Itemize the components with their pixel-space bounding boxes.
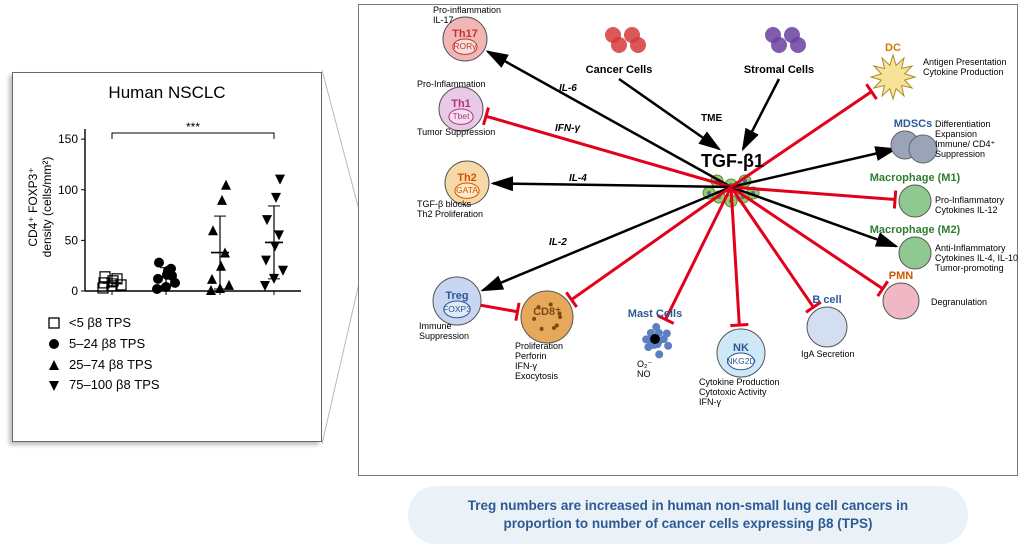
svg-text:Cytokines IL-12: Cytokines IL-12 xyxy=(935,205,998,215)
tgfb-diagram: Cancer Cells Stromal Cells IL-6 IFN-γ IL-4 IL… xyxy=(358,4,1018,476)
svg-text:Th2: Th2 xyxy=(457,172,477,184)
svg-text:Th2 Proliferation: Th2 Proliferation xyxy=(417,209,483,219)
svg-text:IL-6: IL-6 xyxy=(559,83,577,94)
up-triangle-icon xyxy=(47,359,61,371)
svg-text:Th1: Th1 xyxy=(451,98,471,110)
filled-circle-icon xyxy=(47,338,61,350)
svg-text:Expansion: Expansion xyxy=(935,129,977,139)
svg-text:IFN-γ: IFN-γ xyxy=(515,361,537,371)
svg-text:FOXP3: FOXP3 xyxy=(443,304,471,314)
tme-label: TME xyxy=(701,113,722,124)
svg-text:150: 150 xyxy=(58,132,78,146)
svg-text:B cell: B cell xyxy=(812,294,841,306)
down-triangle-icon xyxy=(47,380,61,392)
svg-text:IFN-γ: IFN-γ xyxy=(555,123,581,134)
svg-text:Proliferation: Proliferation xyxy=(515,341,563,351)
svg-text:100: 100 xyxy=(58,183,78,197)
legend-item: 5–24 β8 TPS xyxy=(47,334,311,355)
svg-text:density (cells/mm²): density (cells/mm²) xyxy=(40,157,54,258)
legend-item: 75–100 β8 TPS xyxy=(47,375,311,396)
svg-text:RORγ: RORγ xyxy=(453,41,477,51)
svg-text:NK: NK xyxy=(733,342,749,354)
legend-label: 25–74 β8 TPS xyxy=(69,355,152,376)
chart-title: Human NSCLC xyxy=(23,83,311,103)
caption-text: Treg numbers are increased in human non-… xyxy=(468,497,908,533)
svg-text:Pro-Inflammation: Pro-Inflammation xyxy=(417,79,486,89)
svg-text:0: 0 xyxy=(71,284,78,298)
svg-text:MDSCs: MDSCs xyxy=(894,118,933,130)
svg-text:NKG2D: NKG2D xyxy=(726,356,755,366)
svg-text:Immune/ CD4⁺: Immune/ CD4⁺ xyxy=(935,139,996,149)
svg-text:CD8⁺: CD8⁺ xyxy=(533,306,561,318)
svg-text:***: *** xyxy=(186,120,200,134)
svg-text:Degranulation: Degranulation xyxy=(931,297,987,307)
svg-text:Cancer Cells: Cancer Cells xyxy=(586,64,653,76)
svg-text:IFN-γ: IFN-γ xyxy=(699,397,721,407)
caption-bubble: Treg numbers are increased in human non-… xyxy=(408,486,968,544)
svg-text:IgA Secretion: IgA Secretion xyxy=(801,349,855,359)
svg-text:Tbet: Tbet xyxy=(452,111,470,121)
svg-text:Tumor-promoting: Tumor-promoting xyxy=(935,263,1004,273)
svg-text:Suppression: Suppression xyxy=(419,331,469,341)
scatter-chart: 0 50 100 150 CD4⁺ FOXP3⁺density (cells/mm²) *… xyxy=(23,107,311,307)
legend-item: <5 β8 TPS xyxy=(47,313,311,334)
svg-text:Pro-Inflammatory: Pro-Inflammatory xyxy=(935,195,1005,205)
svg-text:TGF-β blocks: TGF-β blocks xyxy=(417,199,472,209)
svg-text:Immune: Immune xyxy=(419,321,452,331)
legend-label: 75–100 β8 TPS xyxy=(69,375,160,396)
open-square-icon xyxy=(47,317,61,329)
legend-label: 5–24 β8 TPS xyxy=(69,334,145,355)
svg-text:Exocytosis: Exocytosis xyxy=(515,371,559,381)
svg-text:Cytokines IL-4, IL-10: Cytokines IL-4, IL-10 xyxy=(935,253,1018,263)
svg-text:Anti-Inflammatory: Anti-Inflammatory xyxy=(935,243,1006,253)
legend-item: 25–74 β8 TPS xyxy=(47,355,311,376)
svg-text:IL-4: IL-4 xyxy=(569,173,587,184)
svg-text:Th17: Th17 xyxy=(452,28,478,40)
svg-text:Macrophage (M2): Macrophage (M2) xyxy=(870,224,961,236)
svg-text:PMN: PMN xyxy=(889,270,914,282)
svg-text:IL-17: IL-17 xyxy=(433,15,454,25)
svg-text:GATA: GATA xyxy=(456,185,478,195)
svg-text:DC: DC xyxy=(885,42,901,54)
svg-text:Macrophage (M1): Macrophage (M1) xyxy=(870,172,961,184)
svg-text:Cytotoxic Activity: Cytotoxic Activity xyxy=(699,387,767,397)
scatter-chart-panel: Human NSCLC 0 50 100 150 CD4⁺ FOXP3⁺density … xyxy=(12,72,322,442)
svg-text:Cytokine Production: Cytokine Production xyxy=(699,377,780,387)
svg-text:O₂⁻: O₂⁻ xyxy=(637,359,652,369)
svg-text:Pro-inflammation: Pro-inflammation xyxy=(433,5,501,15)
diagram-arrows: Cancer Cells Stromal Cells IL-6 IFN-γ IL-4 IL… xyxy=(359,5,1019,477)
svg-text:Differentiation: Differentiation xyxy=(935,119,990,129)
center-label: TGF-β1 xyxy=(701,151,764,172)
svg-text:IL-2: IL-2 xyxy=(549,237,567,248)
svg-text:Cytokine Production: Cytokine Production xyxy=(923,67,1004,77)
svg-text:50: 50 xyxy=(65,233,79,247)
svg-text:Stromal Cells: Stromal Cells xyxy=(744,64,814,76)
svg-text:Tumor Suppression: Tumor Suppression xyxy=(417,127,495,137)
svg-text:Treg: Treg xyxy=(445,290,468,302)
svg-text:Perforin: Perforin xyxy=(515,351,547,361)
svg-text:NO: NO xyxy=(637,369,651,379)
svg-text:Suppression: Suppression xyxy=(935,149,985,159)
svg-text:CD4⁺ FOXP3⁺: CD4⁺ FOXP3⁺ xyxy=(26,167,40,246)
svg-text:Mast Cells: Mast Cells xyxy=(628,308,682,320)
svg-text:Antigen Presentation: Antigen Presentation xyxy=(923,57,1007,67)
legend-label: <5 β8 TPS xyxy=(69,313,131,334)
chart-legend: <5 β8 TPS 5–24 β8 TPS 25–74 β8 TPS 75–10… xyxy=(23,313,311,396)
